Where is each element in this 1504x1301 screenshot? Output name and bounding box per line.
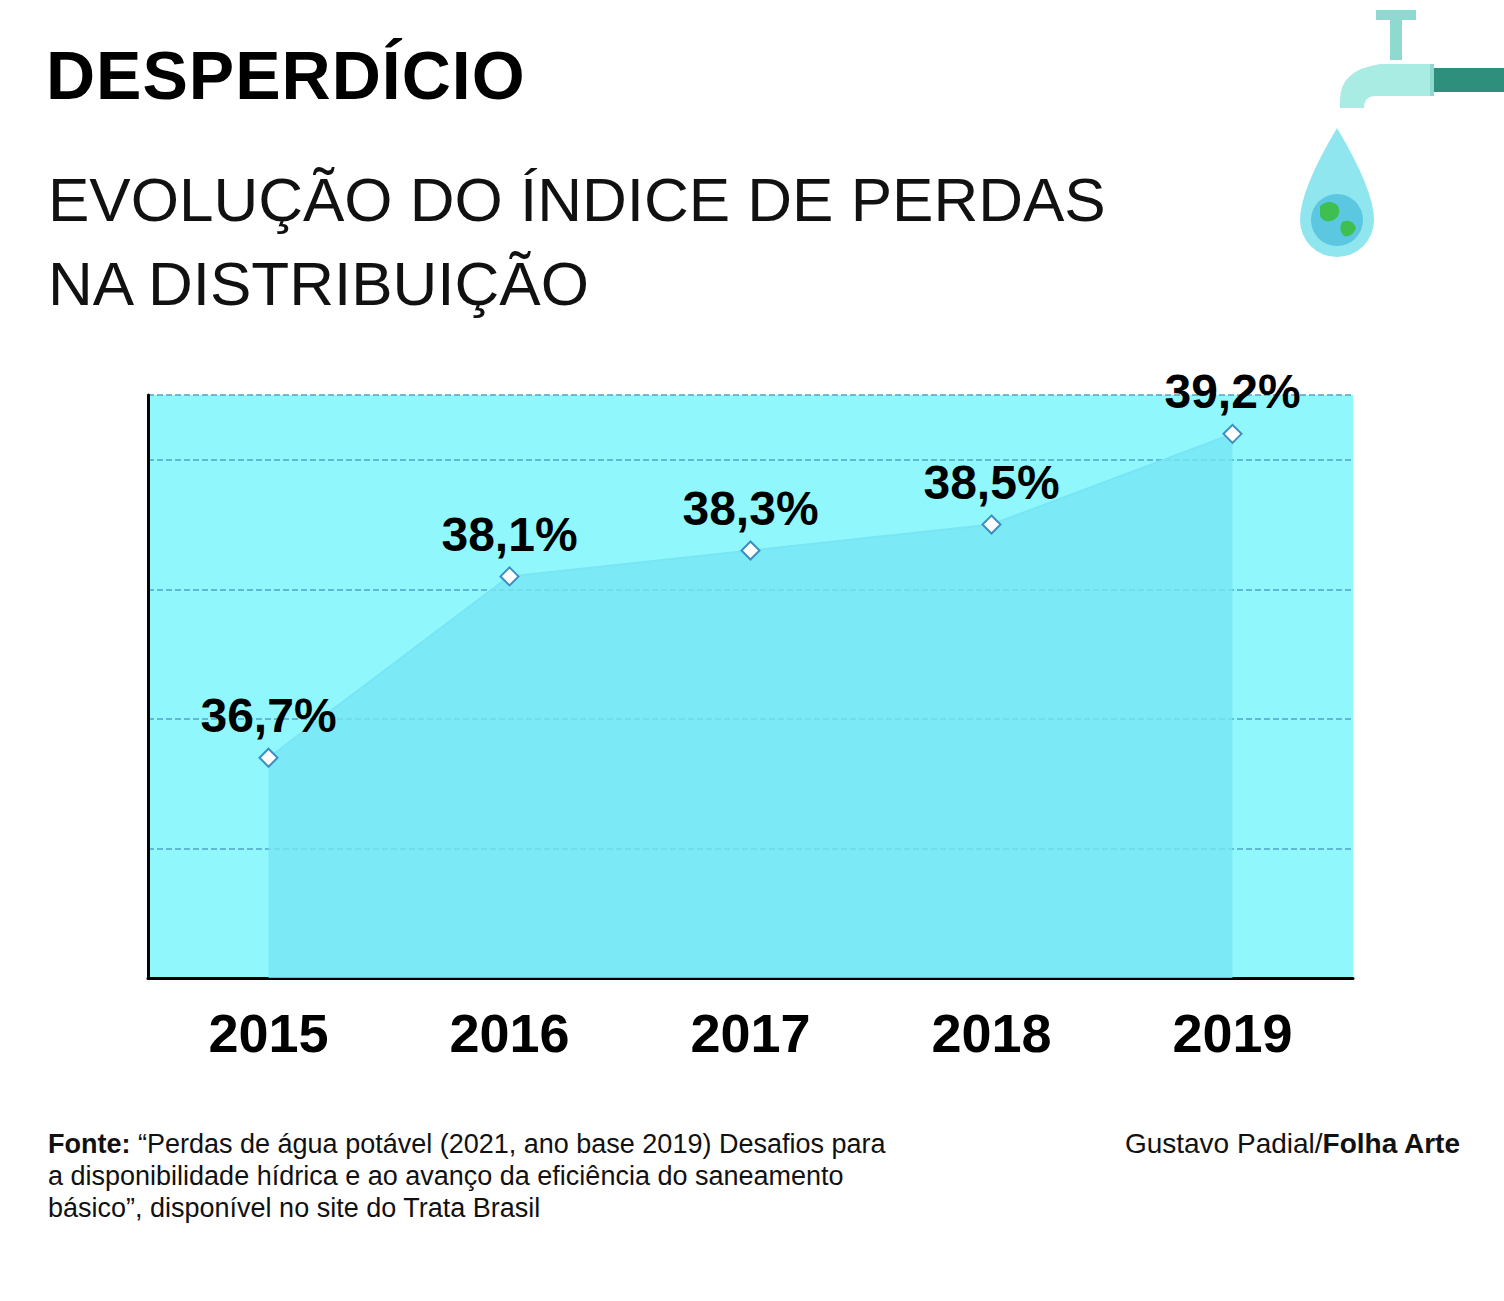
html-text:Fonte: “Perdas de água potável: Fonte: “Perdas de água potável (2021, an…: [48, 1129, 886, 1223]
svg-text:2018: 2018: [931, 1003, 1051, 1063]
svg-text:39,2%: 39,2%: [1164, 365, 1300, 418]
svg-text:36,7%: 36,7%: [200, 689, 336, 742]
svg-text:38,1%: 38,1%: [441, 508, 577, 561]
svg-text:2016: 2016: [449, 1003, 569, 1063]
svg-text:38,5%: 38,5%: [923, 456, 1059, 509]
html-text:Gustavo Padial/ Folha Arte: Gustavo Padial/ Folha Arte: [1124, 1128, 1460, 1159]
html-text:NA DISTRIBUIÇÃO: NA DISTRIBUIÇÃO: [48, 249, 589, 318]
svg-text:2019: 2019: [1172, 1003, 1292, 1063]
html-text:EVOLUÇÃO DO ÍNDICE DE PERDAS: EVOLUÇÃO DO ÍNDICE DE PERDAS: [48, 165, 1106, 234]
html-text:DESPERDÍCIO: DESPERDÍCIO: [46, 37, 526, 113]
svg-text:2017: 2017: [690, 1003, 810, 1063]
svg-text:2015: 2015: [208, 1003, 328, 1063]
svg-text:38,3%: 38,3%: [682, 482, 818, 535]
